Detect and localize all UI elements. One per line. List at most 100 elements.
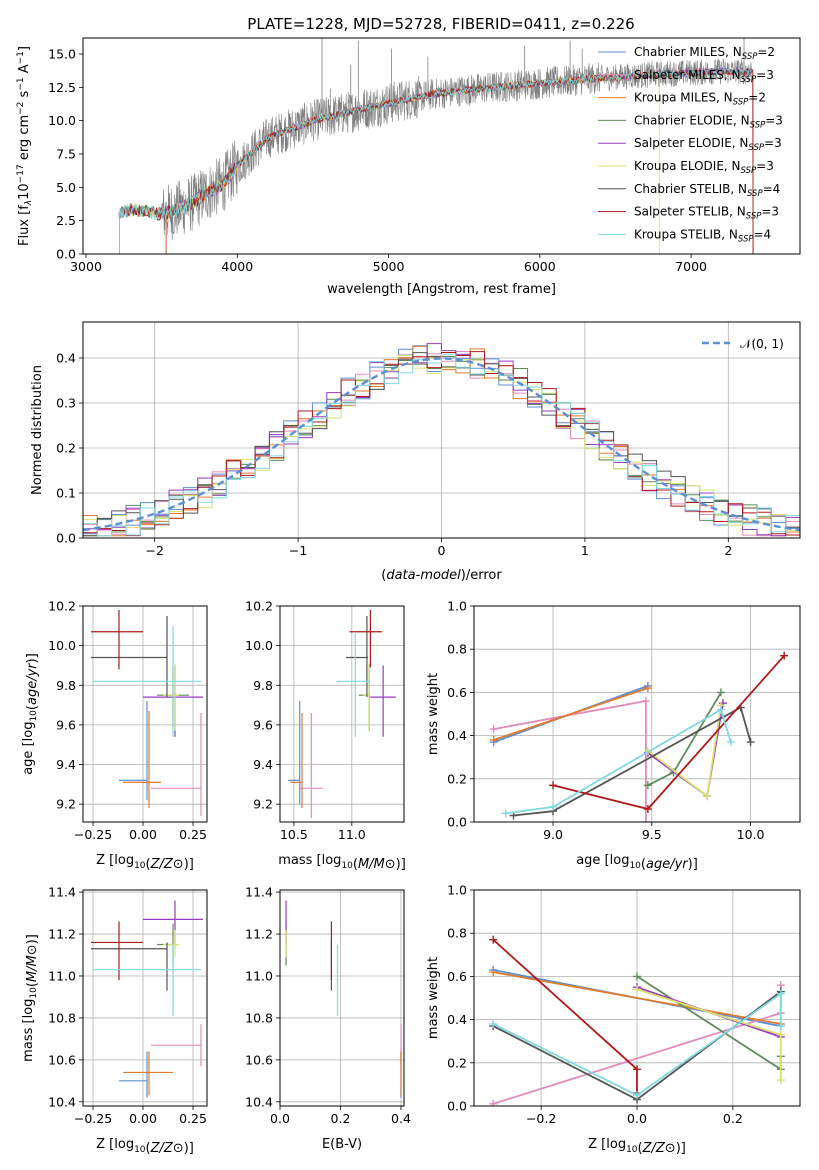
axis-label: wavelength [Angstrom, rest frame] bbox=[327, 282, 556, 297]
y-tick-label: 9.8 bbox=[56, 678, 76, 693]
y-tick-label: 11.0 bbox=[245, 968, 273, 983]
weight-marker bbox=[641, 697, 650, 706]
x-tick-label: 6000 bbox=[524, 259, 556, 274]
axis-label: E(B-V) bbox=[322, 1137, 362, 1152]
y-tick-label: 5.0 bbox=[56, 180, 76, 195]
x-tick-label: 0.0 bbox=[270, 1111, 290, 1126]
y-tick-label: 0.4 bbox=[56, 351, 76, 366]
weight-marker bbox=[716, 688, 725, 697]
axes-frame bbox=[82, 37, 801, 255]
y-tick-label: 9.2 bbox=[56, 797, 76, 812]
plot-area-residuals bbox=[83, 343, 800, 537]
plot-area-weight_vs_Z bbox=[489, 935, 785, 1106]
axis-label: age [log10(age/yr)] bbox=[21, 653, 40, 775]
legend-entry: Salpeter STELIB, NSSP=3 bbox=[634, 205, 779, 222]
axes-frame bbox=[279, 605, 405, 823]
y-tick-label: 10.0 bbox=[48, 113, 76, 128]
figure-title: PLATE=1228, MJD=52728, FIBERID=0411, z=0… bbox=[247, 15, 634, 33]
weight-marker bbox=[726, 738, 735, 747]
y-tick-label: 0.0 bbox=[447, 815, 467, 830]
weight-marker bbox=[489, 1019, 498, 1028]
axes-frame bbox=[82, 889, 208, 1107]
x-tick-label: −0.25 bbox=[74, 1111, 112, 1126]
x-tick-label: −1 bbox=[289, 543, 307, 558]
weight-marker bbox=[633, 1091, 641, 1100]
axis-label: Z [log10(Z/Z⊙)] bbox=[96, 853, 194, 872]
y-tick-label: 0.2 bbox=[447, 1055, 467, 1070]
x-tick-label: 9.0 bbox=[543, 827, 563, 842]
y-tick-label: 12.5 bbox=[48, 80, 76, 95]
x-tick-label: 5000 bbox=[373, 259, 405, 274]
residual-histogram bbox=[83, 353, 800, 537]
weight-marker bbox=[776, 989, 785, 998]
y-tick-label: 10.4 bbox=[245, 1094, 273, 1109]
panel-spectrum: 3000 4000 5000 6000 7000 0.0 2.5 5.0 7.5 10.0 12.5… bbox=[16, 37, 801, 297]
x-tick-label: 0.25 bbox=[179, 1111, 207, 1126]
axes-frame bbox=[82, 605, 208, 823]
weight-marker bbox=[746, 738, 755, 747]
weight-marker bbox=[643, 781, 652, 790]
y-tick-label: 10.6 bbox=[48, 1052, 76, 1067]
y-axis-label: Normed distribution bbox=[30, 365, 45, 495]
x-tick-label: 10.5 bbox=[280, 827, 308, 842]
weight-marker bbox=[549, 781, 558, 790]
y-tick-label: 0.1 bbox=[56, 486, 76, 501]
weight-marker bbox=[489, 968, 498, 977]
x-tick-label: 0.00 bbox=[129, 827, 157, 842]
x-tick-label: 3000 bbox=[70, 259, 102, 274]
weight-marker bbox=[501, 809, 510, 818]
weight-line bbox=[493, 971, 781, 1025]
y-tick-label: 0.3 bbox=[56, 396, 76, 411]
axis-label: (data-model)/error bbox=[381, 568, 502, 583]
y-tick-label: 0.2 bbox=[447, 771, 467, 786]
plot-area-weight_vs_age bbox=[489, 651, 789, 822]
y-tick-label: 0.0 bbox=[56, 531, 76, 546]
weight-marker bbox=[633, 972, 641, 981]
y-tick-label: 0.4 bbox=[447, 728, 467, 743]
y-tick-label: 0.8 bbox=[447, 642, 467, 657]
x-tick-label: 0.0 bbox=[627, 1111, 647, 1126]
weight-line bbox=[505, 708, 732, 815]
weight-marker bbox=[716, 705, 725, 714]
y-tick-label: 10.8 bbox=[48, 1010, 76, 1025]
plot-area-spectrum bbox=[118, 38, 754, 254]
x-tick-label: −2 bbox=[145, 543, 163, 558]
panel-weight_vs_Z: −0.2 0.0 0.2 0.0 0.2 0.4 0.6 0.8 1.0 Z [log10(Z/Z… bbox=[426, 883, 801, 1156]
axis-label: Z [log10(Z/Z⊙)] bbox=[588, 1137, 686, 1156]
axis-label: mass [log10(M/M⊙)] bbox=[21, 934, 40, 1062]
plot-area-age_vs_Z bbox=[91, 609, 203, 817]
y-axis-label: Flux [fλ10−17 erg cm−2 s−1 A−1] bbox=[16, 46, 34, 246]
x-tick-label: 0.2 bbox=[331, 1111, 351, 1126]
plot-area-age_vs_mass bbox=[288, 609, 396, 819]
panel-mass_vs_ebv: 0.0 0.2 0.4 10.4 10.6 10.8 11.0 11.2 11.4 E(B-V) bbox=[245, 885, 411, 1152]
weight-marker bbox=[633, 1065, 641, 1074]
x-tick-label: 0.2 bbox=[723, 1111, 743, 1126]
weight-line bbox=[493, 687, 649, 741]
y-tick-label: 15.0 bbox=[48, 47, 76, 62]
x-tick-label: 1 bbox=[581, 543, 589, 558]
x-tick-label: 0.25 bbox=[179, 827, 207, 842]
y-tick-label: 10.2 bbox=[245, 599, 273, 614]
panel-age_vs_mass: 10.5 11.0 9.2 9.4 9.6 9.8 10.0 10.2 mass [log10(… bbox=[245, 599, 406, 873]
x-tick-label: 10.0 bbox=[737, 827, 765, 842]
x-tick-label: 7000 bbox=[675, 259, 707, 274]
x-tick-label: −0.25 bbox=[74, 827, 112, 842]
y-tick-label: 0.8 bbox=[447, 926, 467, 941]
y-tick-label: 9.2 bbox=[253, 797, 273, 812]
legend-entry: Kroupa ELODIE, NSSP=3 bbox=[634, 159, 774, 176]
weight-marker bbox=[643, 805, 652, 814]
axis-label: Z [log10(Z/Z⊙)] bbox=[96, 1137, 194, 1156]
y-tick-label: 9.4 bbox=[253, 757, 273, 772]
weight-marker bbox=[489, 1099, 498, 1106]
y-tick-label: 0.2 bbox=[56, 441, 76, 456]
legend-entry: Chabrier STELIB, NSSP=4 bbox=[634, 182, 780, 199]
legend-entry: Kroupa STELIB, NSSP=4 bbox=[634, 227, 771, 244]
axis-label: age [log10(age/yr)] bbox=[576, 853, 698, 872]
weight-line bbox=[492, 939, 638, 1093]
weight-marker bbox=[641, 818, 650, 822]
y-tick-label: 9.4 bbox=[56, 757, 76, 772]
legend: Chabrier MILES, NSSP=2 Salpeter MILES, NS… bbox=[598, 45, 783, 244]
x-tick-label: 0 bbox=[438, 543, 446, 558]
y-tick-label: 10.0 bbox=[245, 638, 273, 653]
